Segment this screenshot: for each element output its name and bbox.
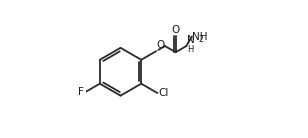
Text: Cl: Cl — [158, 88, 168, 98]
Text: H: H — [187, 45, 193, 54]
Text: NH: NH — [192, 32, 208, 42]
Text: N: N — [187, 35, 195, 45]
Text: O: O — [172, 25, 180, 35]
Text: F: F — [78, 87, 84, 97]
Text: O: O — [157, 40, 165, 51]
Text: 2: 2 — [198, 35, 203, 44]
